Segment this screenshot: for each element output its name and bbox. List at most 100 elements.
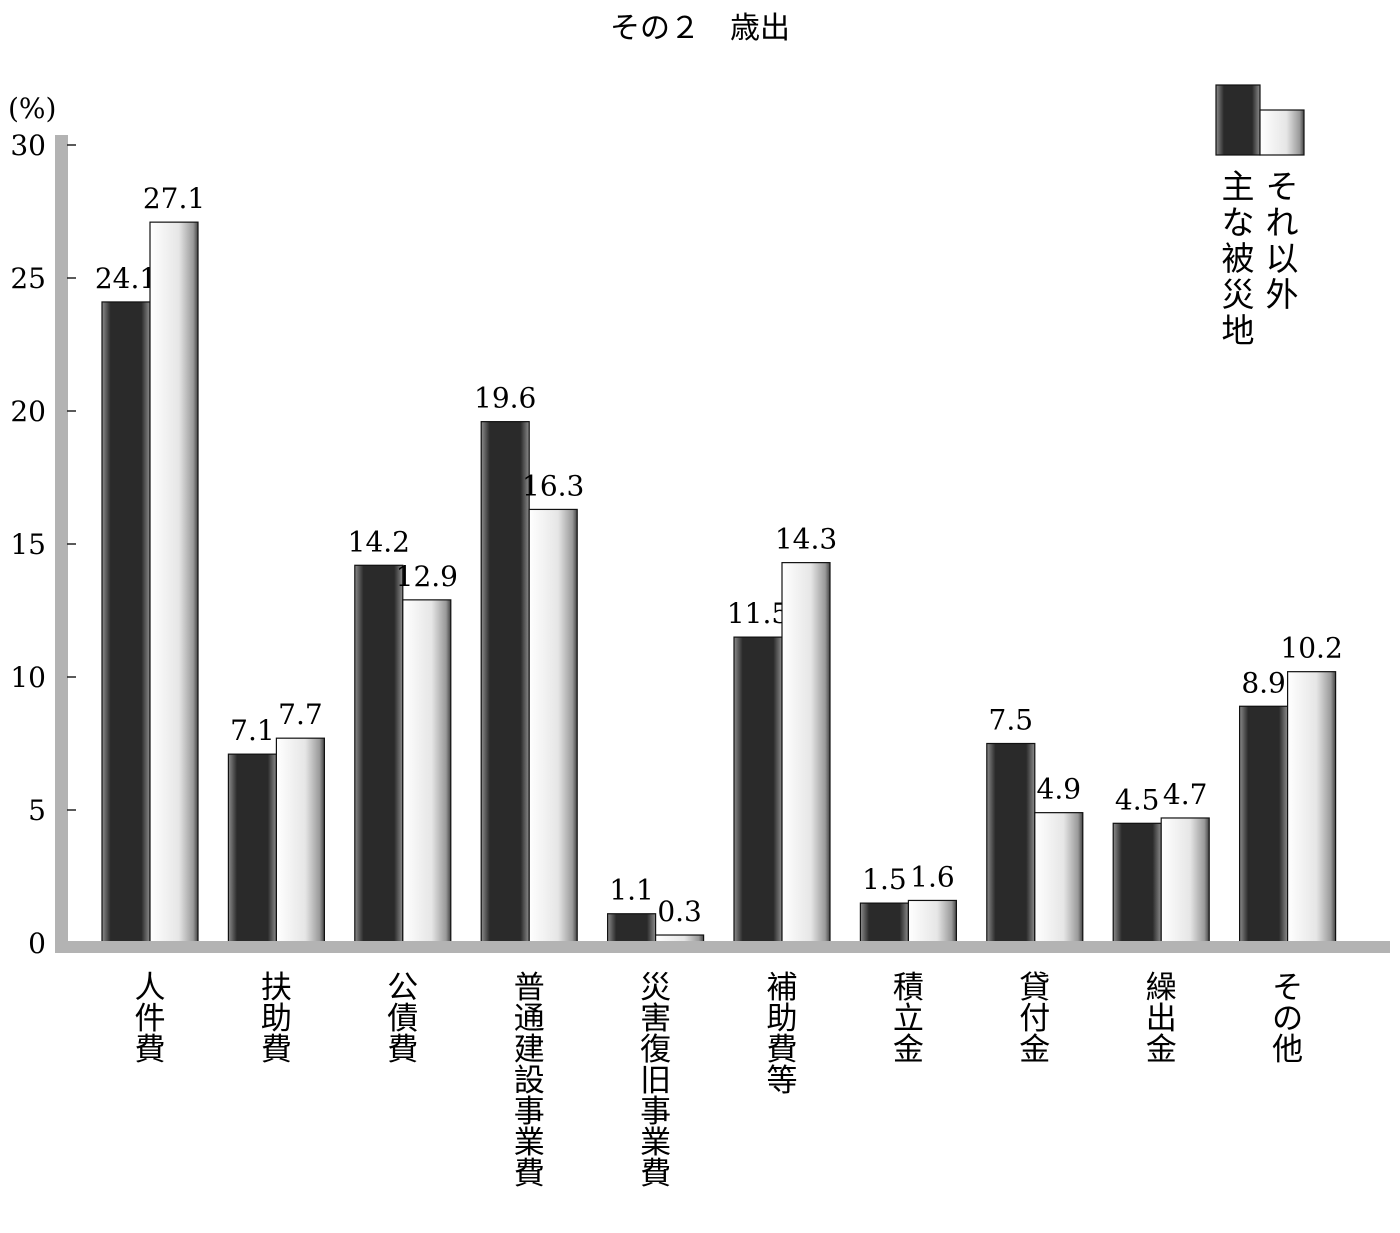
x-tick-label-char: 繰 [1146, 970, 1177, 1006]
bars: 24.1 27.1 7.1 7.7 14.212.9 19.6 16.3 1.10.3 11.5… [95, 182, 1343, 944]
data-label: 0.3 [657, 895, 702, 928]
bar-series1 [354, 564, 404, 944]
y-tick-label: 25 [10, 262, 46, 295]
x-tick-label-char: 普 [514, 970, 545, 1006]
legend-label-char: 外 [1266, 275, 1299, 314]
x-tick-label-char: 災 [640, 970, 671, 1006]
data-label: 1.5 [862, 863, 907, 896]
x-tick-label-char: 助 [767, 1001, 798, 1037]
x-tick-label-char: 費 [640, 1156, 671, 1192]
bar-series1 [606, 913, 657, 944]
x-tick-label-char: 事 [514, 1094, 545, 1130]
x-tick-label-char: 金 [1019, 1032, 1050, 1068]
y-tick-label: 20 [10, 395, 46, 428]
data-label: 7.5 [989, 704, 1034, 737]
data-label: 7.7 [278, 698, 323, 731]
data-label: 8.9 [1241, 666, 1286, 699]
legend-label-char: 地 [1222, 311, 1255, 350]
x-tick-label-char: 金 [1146, 1032, 1177, 1068]
x-tick-label-char: 通 [514, 1001, 545, 1037]
x-tick-label-char: 助 [261, 1001, 292, 1037]
bar-series1 [101, 301, 151, 944]
data-label: 4.5 [1115, 783, 1160, 816]
bar-series1 [227, 753, 277, 944]
x-tick-label-char: 費 [387, 1032, 418, 1068]
x-tick-label-char: 事 [640, 1094, 671, 1130]
bar-series2 [528, 508, 578, 944]
x-tick-label-char: 積 [893, 970, 924, 1006]
bar-series2 [149, 221, 199, 944]
data-label: 10.2 [1280, 632, 1342, 665]
legend-label-char: 災 [1222, 275, 1255, 314]
bar-series1 [859, 902, 910, 944]
chart-title: その２ 歳出 [610, 11, 790, 46]
bar-series1 [1238, 705, 1289, 944]
x-tick-label-char: 人 [135, 970, 166, 1006]
x-tick-label-char: 害 [640, 1001, 671, 1037]
legend-swatch [1259, 109, 1305, 156]
x-tick-label-char: 建 [514, 1032, 545, 1068]
y-tick-label: 10 [10, 661, 46, 694]
x-tick-label-char: 旧 [640, 1063, 671, 1099]
x-tick-label-char: 費 [135, 1032, 166, 1068]
x-tick-label-char: 費 [261, 1032, 292, 1068]
x-tick-label-char: 他 [1272, 1032, 1303, 1068]
legend-label-char: 以 [1266, 239, 1299, 278]
x-tick-label-char: 付 [1019, 1001, 1050, 1037]
x-tick-label-char: 件 [135, 1001, 166, 1037]
x-tick-label-char: 公 [387, 970, 418, 1006]
y-tick-label: 5 [28, 794, 46, 827]
data-label: 16.3 [522, 469, 584, 502]
data-label: 7.1 [230, 714, 275, 747]
y-tick-label: 30 [10, 129, 46, 162]
data-label: 27.1 [143, 182, 205, 215]
bar-series2 [1286, 671, 1337, 944]
bar-series1 [733, 636, 783, 944]
bar-series2 [907, 899, 958, 944]
data-label: 12.9 [396, 560, 458, 593]
legend-label-char: れ [1266, 203, 1299, 242]
legend-label-char: な [1222, 203, 1255, 242]
x-tick-label-char: 扶 [261, 970, 292, 1006]
x-axis-line [55, 941, 1390, 953]
x-tick-label-char: 費 [767, 1032, 798, 1068]
legend-label-char: 主 [1222, 167, 1255, 206]
data-label: 1.6 [910, 860, 955, 893]
x-tick-label-char: 立 [893, 1001, 924, 1037]
x-tick-label-char: の [1272, 1001, 1303, 1037]
data-label: 14.2 [348, 525, 410, 558]
x-tick-label-char: 費 [514, 1156, 545, 1192]
x-tick-label-char: 金 [893, 1032, 924, 1068]
x-tick-label-char: 業 [514, 1125, 545, 1161]
data-label: 4.9 [1037, 773, 1082, 806]
legend-label-char: 被 [1222, 239, 1255, 278]
x-tick-label-char: 債 [387, 1001, 418, 1037]
y-axis-line [55, 135, 68, 949]
x-tick-label-char: 貸 [1019, 970, 1050, 1006]
y-tick-label: 0 [28, 927, 46, 960]
y-tick-label: 15 [10, 528, 46, 561]
bar-series1 [1112, 822, 1162, 944]
data-label: 14.3 [775, 523, 837, 556]
bar-series2 [275, 737, 325, 944]
data-label: 1.1 [609, 874, 654, 907]
legend-swatch [1215, 84, 1261, 156]
bar-series2 [781, 562, 831, 944]
data-label: 4.7 [1163, 778, 1208, 811]
y-axis-unit-label: (%) [8, 92, 56, 125]
x-tick-label-char: 補 [767, 970, 798, 1006]
bar-series2 [1034, 812, 1084, 944]
data-label: 24.1 [95, 262, 157, 295]
x-tick-label-char: 出 [1146, 1001, 1177, 1037]
x-tick-label-char: 復 [640, 1032, 671, 1068]
data-label: 11.5 [727, 597, 789, 630]
x-tick-label-char: 等 [767, 1063, 798, 1099]
x-tick-label-char: 業 [640, 1125, 671, 1161]
data-label: 19.6 [474, 382, 536, 415]
x-tick-label-char: 設 [514, 1063, 545, 1099]
y-axis: 0 5 10 15 20 25 30 [10, 129, 76, 960]
bar-series1 [986, 742, 1036, 944]
